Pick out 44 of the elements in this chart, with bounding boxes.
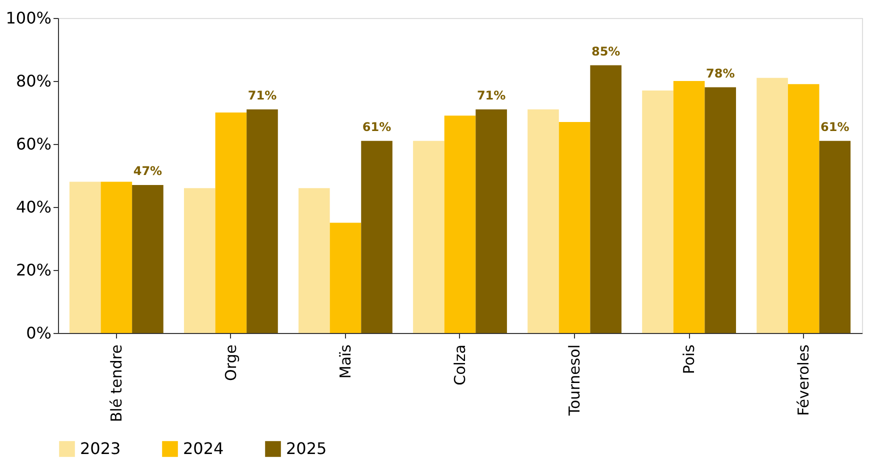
bar: [69, 182, 101, 333]
data-label: 61%: [362, 120, 392, 134]
bar: [184, 188, 216, 333]
bar: [819, 140, 851, 333]
y-tick-label: 100%: [6, 8, 52, 28]
bar: [528, 109, 559, 333]
x-tick-label: Pois: [680, 344, 698, 374]
x-tick-label: Orge: [222, 344, 240, 381]
bar: [330, 222, 362, 333]
x-tick-label: Colza: [451, 344, 469, 386]
bar: [673, 81, 705, 333]
bar: [756, 78, 788, 333]
bar: [361, 140, 392, 333]
y-tick-label: 80%: [16, 72, 52, 90]
x-tick-label: Féveroles: [794, 344, 813, 416]
y-tick-label: 60%: [16, 134, 52, 154]
bar: [413, 140, 444, 333]
bar: [642, 90, 674, 333]
legend-label: 2025: [286, 439, 327, 458]
bar: [215, 112, 247, 333]
bar: [444, 116, 476, 333]
data-label: 71%: [248, 88, 277, 102]
y-tick-label: 0%: [26, 324, 52, 342]
bar: [558, 122, 590, 333]
bar: [704, 87, 736, 333]
data-label: 85%: [591, 44, 620, 58]
bar: [246, 109, 278, 333]
x-tick-label: Blé tendre: [107, 344, 126, 422]
bar: [590, 65, 622, 333]
data-label: 61%: [820, 120, 850, 134]
x-tick-label: Tournesol: [566, 344, 584, 417]
bar: [298, 188, 330, 333]
legend-label: 2024: [183, 439, 224, 458]
legend-label: 2023: [80, 439, 121, 458]
x-tick-label: Maïs: [336, 344, 354, 379]
data-label: 71%: [476, 88, 506, 102]
y-tick-label: 40%: [16, 198, 52, 216]
data-label: 47%: [133, 164, 162, 178]
y-tick-label: 20%: [16, 260, 52, 280]
data-label: 78%: [706, 66, 735, 80]
bar: [132, 184, 164, 333]
bar: [100, 182, 132, 333]
bar: [476, 109, 507, 333]
bar: [788, 84, 820, 333]
